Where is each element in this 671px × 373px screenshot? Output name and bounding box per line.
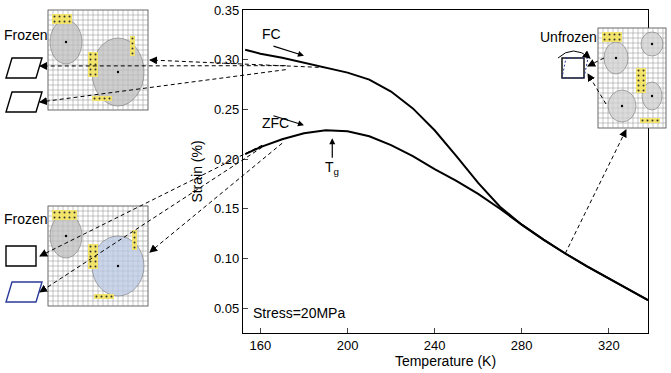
svg-text:T​g​: T​g​: [325, 159, 339, 177]
svg-text:240: 240: [424, 338, 446, 353]
svg-text:ZFC: ZFC: [262, 115, 289, 131]
svg-text:160: 160: [250, 338, 272, 353]
svg-text:Temperature (K): Temperature (K): [395, 353, 496, 369]
svg-text:0.25: 0.25: [214, 102, 239, 117]
svg-text:Frozen: Frozen: [4, 211, 48, 227]
svg-text:Strain (%): Strain (%): [189, 140, 205, 202]
svg-text:320: 320: [598, 338, 620, 353]
svg-text:0.30: 0.30: [214, 52, 239, 67]
svg-text:Unfrozen: Unfrozen: [540, 29, 597, 45]
svg-text:0.05: 0.05: [214, 301, 239, 316]
svg-text:280: 280: [511, 338, 533, 353]
svg-text:200: 200: [337, 338, 359, 353]
svg-text:FC: FC: [262, 26, 281, 42]
svg-text:0.15: 0.15: [214, 201, 239, 216]
svg-text:0.20: 0.20: [214, 152, 239, 167]
svg-text:0.10: 0.10: [214, 251, 239, 266]
svg-text:Stress=20MPa: Stress=20MPa: [253, 305, 345, 321]
svg-text:Frozen: Frozen: [4, 27, 48, 43]
svg-text:0.35: 0.35: [214, 3, 239, 18]
